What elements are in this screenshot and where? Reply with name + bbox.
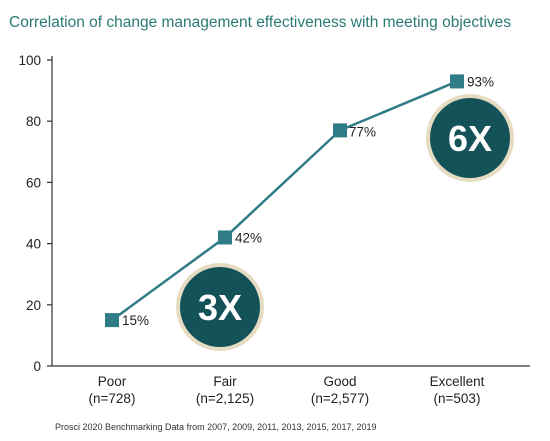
x-category-count: (n=503) (434, 391, 481, 406)
badge-label: 3X (198, 287, 242, 328)
data-point-marker (333, 123, 347, 138)
y-tick-label: 60 (26, 175, 41, 190)
badge-label: 6X (448, 118, 492, 159)
data-point-marker (218, 230, 232, 245)
y-tick-label: 0 (33, 359, 41, 374)
x-category-count: (n=728) (89, 391, 136, 406)
x-category-label: Excellent (430, 374, 485, 389)
multiplier-badge: 3X (176, 263, 264, 351)
data-label: 77% (349, 124, 376, 139)
multiplier-badge: 6X (426, 94, 514, 182)
y-tick-label: 80 (26, 114, 41, 129)
badge-circle (180, 267, 260, 347)
series-line (111, 80, 458, 322)
y-tick-label: 40 (26, 237, 41, 252)
data-label: 15% (122, 313, 149, 328)
x-category-label: Good (323, 374, 356, 389)
data-series (105, 74, 464, 328)
x-category-count: (n=2,125) (196, 391, 254, 406)
x-category-label: Poor (98, 374, 127, 389)
data-label: 93% (467, 74, 494, 89)
source-note: Prosci 2020 Benchmarking Data from 2007,… (55, 422, 377, 432)
data-point-marker (450, 74, 464, 89)
data-point-marker (105, 313, 119, 328)
y-axis-ticks: 0 20 40 60 80 100 (18, 53, 52, 374)
y-tick-label: 100 (18, 53, 41, 68)
y-tick-label: 20 (26, 298, 41, 313)
data-labels: 15% 42% 77% 93% (122, 74, 494, 328)
multiplier-badges: 3X 6X (176, 94, 514, 351)
chart-axes (51, 56, 530, 367)
x-axis-categories: Poor (n=728) Fair (n=2,125) Good (n=2,577) Exc… (89, 374, 485, 406)
x-category-label: Fair (213, 374, 237, 389)
x-category-count: (n=2,577) (311, 391, 369, 406)
badge-circle (430, 98, 510, 178)
data-label: 42% (235, 230, 262, 245)
chart-title: Correlation of change management effecti… (9, 14, 512, 31)
